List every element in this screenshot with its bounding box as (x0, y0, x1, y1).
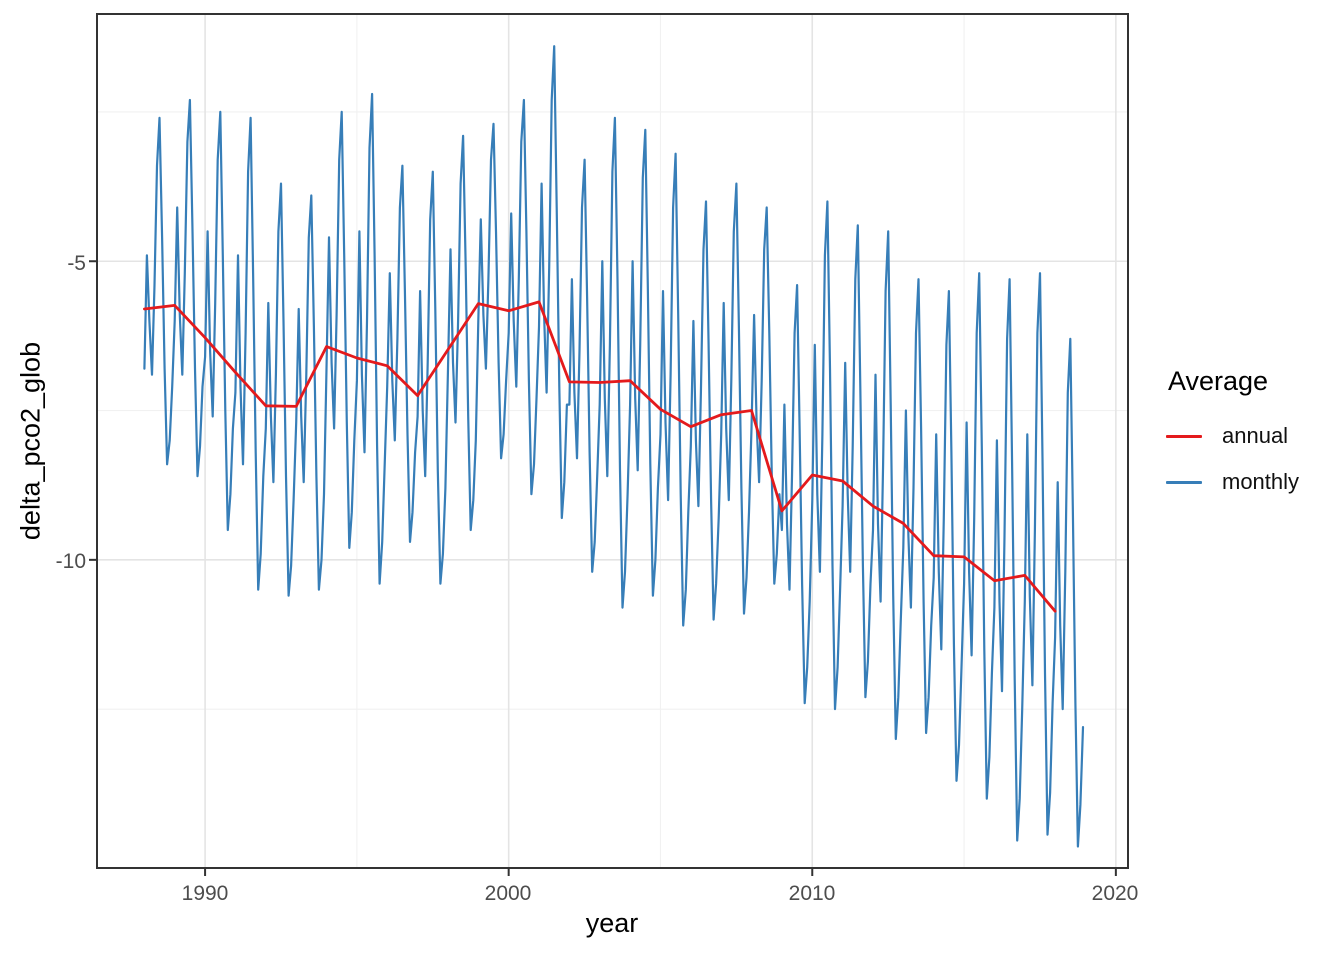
x-tick-label: 2000 (484, 882, 532, 905)
annual-line-key-icon (1166, 434, 1202, 438)
y-tick-label: -5 (67, 252, 86, 275)
y-axis-title: delta_pco2_glob (15, 341, 46, 541)
legend-item-label: annual (1222, 423, 1289, 448)
legend-item-monthly: monthly (1166, 459, 1344, 505)
y-tick-label: -10 (55, 550, 86, 573)
legend-title: Average (1168, 366, 1269, 396)
legend: Average annual monthly (1166, 366, 1344, 505)
x-axis-title: year (585, 908, 639, 938)
x-tick-label: 1990 (181, 882, 229, 905)
x-tick-label: 2010 (788, 882, 836, 905)
legend-item-label: monthly (1222, 469, 1300, 494)
monthly-line-key-icon (1166, 480, 1202, 484)
legend-item-annual: annual (1166, 413, 1344, 459)
x-tick-label: 2020 (1091, 882, 1139, 905)
